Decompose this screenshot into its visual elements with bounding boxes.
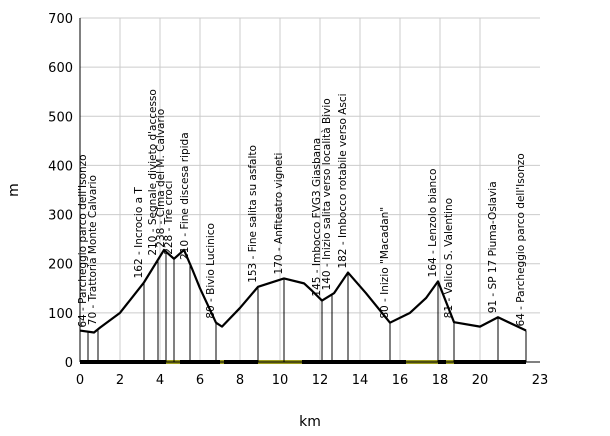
y-axis-title: m: [6, 183, 22, 197]
waypoint-label: 182 - Imbocco rotabile verso Asci: [337, 93, 349, 268]
x-tick-label: 23: [532, 373, 549, 388]
x-tick-label: 0: [76, 373, 84, 388]
x-tick-label: 4: [156, 373, 164, 388]
y-tick-label: 500: [48, 110, 73, 125]
x-tick-label: 20: [472, 373, 489, 388]
elevation-profile: [79, 248, 527, 334]
waypoint-label: 238 - Cima del M. Calvario: [155, 109, 167, 248]
x-tick-label: 14: [352, 373, 369, 388]
waypoint-label: 64 - Parcheggio parco dell'Isonzo: [515, 153, 527, 326]
y-tick-label: 400: [48, 159, 73, 174]
x-axis-title: km: [299, 414, 321, 430]
waypoint-label: 153 - Fine salita su asfalto: [247, 145, 259, 283]
waypoint-label: 70 - Trattoria Monte Calvario: [87, 175, 99, 325]
waypoint-label: 80 - Inizio "Macadan": [379, 207, 391, 319]
x-tick-label: 10: [272, 373, 289, 388]
waypoint-label: 80 - Bivio Lucinico: [205, 223, 217, 319]
x-tick-label: 6: [196, 373, 204, 388]
waypoint-label: 145 - Imbocco FVG3 Giasbana: [311, 138, 323, 297]
y-tick-label: 0: [65, 356, 73, 371]
elevation-line: [79, 248, 527, 334]
waypoint-label: 210 - Fine discesa ripida: [179, 132, 191, 260]
x-tick-label: 16: [392, 373, 409, 388]
waypoint-label: 162 - Incrocio a T: [133, 187, 145, 279]
y-tick-label: 700: [48, 12, 73, 27]
axes: 0 100 200 300 400 500 600 700 0 2 4 6 8 10 12 14 16 18 20 2…: [48, 12, 548, 388]
y-tick-label: 300: [48, 209, 73, 224]
waypoint-label: 140 - Inizio salita verso località Bivio: [321, 98, 333, 290]
waypoint-label: 228 - Tre croci: [163, 181, 175, 255]
waypoint-label: 210 - Segnale divieto d'accesso: [147, 89, 159, 256]
x-tick-label: 12: [312, 373, 329, 388]
grid-lines: [80, 17, 540, 362]
waypoint-label: 81 - Valico S. Valentino: [443, 198, 455, 318]
x-tick-label: 2: [116, 373, 124, 388]
x-tick-label: 18: [432, 373, 449, 388]
waypoint-label: 170 - Anfiteatro vigneti: [273, 153, 285, 275]
x-tick-label: 8: [236, 373, 244, 388]
waypoint-markers: 64 - Parcheggio parco dell'Isonzo 70 - Tr…: [77, 89, 527, 362]
waypoint-label: 91 - SP 17 Piuma-Oslavia: [487, 181, 499, 313]
y-tick-label: 600: [48, 61, 73, 76]
waypoint-label: 164 - Lenzolo bianco: [427, 169, 439, 278]
y-tick-label: 200: [48, 258, 73, 273]
y-tick-label: 100: [48, 307, 73, 322]
